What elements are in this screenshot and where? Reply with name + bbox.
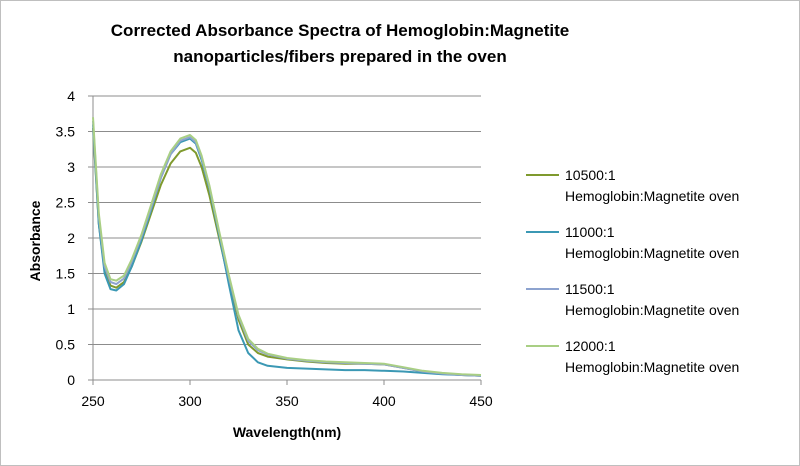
legend-label-desc: Hemoglobin:Magnetite oven <box>565 245 740 261</box>
x-tick-label: 300 <box>178 393 202 409</box>
y-axis-title: Absorbance <box>27 200 43 282</box>
legend-swatch <box>526 288 559 290</box>
y-tick-label: 1.5 <box>56 266 76 282</box>
x-tick-label: 450 <box>469 393 493 409</box>
x-tick-label: 350 <box>275 393 299 409</box>
series-lines <box>92 117 482 377</box>
legend-label-ratio: 11000:1 <box>565 224 615 240</box>
y-tick-label: 2 <box>67 230 75 246</box>
axes <box>88 95 482 385</box>
chart-title-line-1: Corrected Absorbance Spectra of Hemoglob… <box>110 21 570 40</box>
y-tick-label: 3 <box>67 159 75 175</box>
y-tick-label: 1 <box>67 301 75 317</box>
legend-swatch <box>526 231 559 233</box>
legend-label: 12000:1 Hemoglobin:Magnetite oven <box>565 336 739 378</box>
y-tick-label: 0.5 <box>56 337 76 353</box>
legend-label: 11000:1 Hemoglobin:Magnetite oven <box>565 222 739 264</box>
legend-label-ratio: 11500:1 <box>565 281 615 297</box>
legend-swatch <box>526 345 559 347</box>
legend-label-desc: Hemoglobin:Magnetite oven <box>565 359 740 375</box>
legend-label-desc: Hemoglobin:Magnetite oven <box>565 302 740 318</box>
legend-label-ratio: 12000:1 <box>565 338 616 354</box>
legend-label-ratio: 10500:1 <box>565 167 616 183</box>
series-line-10500-1 <box>92 127 482 377</box>
y-tick-label: 3.5 <box>56 124 76 140</box>
y-tick-label: 0 <box>67 372 75 388</box>
x-tick-label: 250 <box>81 393 105 409</box>
series-line-11000-1 <box>92 124 482 377</box>
x-tick-label: 400 <box>372 393 396 409</box>
grid-lines <box>93 95 481 345</box>
y-tick-label: 2.5 <box>56 195 76 211</box>
legend-label: 11500:1 Hemoglobin:Magnetite oven <box>565 279 739 321</box>
legend-label: 10500:1 Hemoglobin:Magnetite oven <box>565 165 739 207</box>
legend-swatch <box>526 174 559 176</box>
tick-labels: 0 0.5 1 1.5 2 2.5 3 3.5 4 250 300 350 400 450 <box>56 88 493 409</box>
legend-label-desc: Hemoglobin:Magnetite oven <box>565 188 740 204</box>
series-line-12000-1 <box>92 117 482 376</box>
chart-title-line-2: nanoparticles/fibers prepared in the ove… <box>173 47 507 66</box>
series-line-11500-1 <box>92 120 482 377</box>
y-tick-label: 4 <box>67 88 75 104</box>
x-axis-title: Wavelength(nm) <box>232 424 342 440</box>
